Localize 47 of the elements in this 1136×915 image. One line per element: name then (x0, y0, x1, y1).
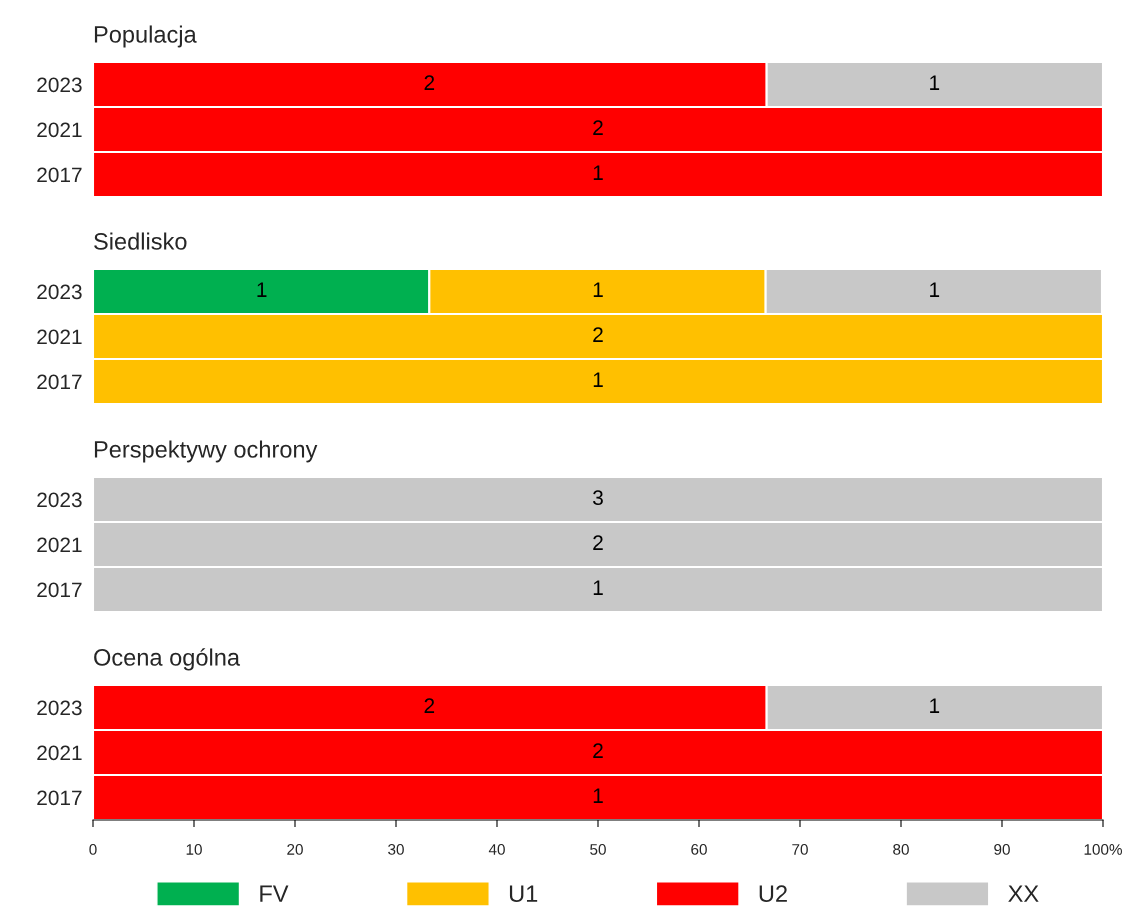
y-tick-label: 2021 (37, 122, 82, 138)
x-tick-label: 90 (994, 844, 1010, 855)
y-tick-label: 2017 (37, 582, 82, 598)
x-tick-label: 80 (893, 844, 909, 855)
x-tick-label: 40 (488, 844, 505, 855)
y-tick-label: 2023 (37, 492, 82, 508)
y-tick-label: 2023 (37, 700, 82, 716)
annotation: 1 (930, 698, 940, 713)
annotation: 3 (593, 490, 603, 506)
y-tick-label: 2021 (37, 745, 82, 761)
legend-label: U2 (759, 885, 787, 903)
y-tick-label: 2017 (37, 790, 82, 806)
x-tick-label: 20 (287, 844, 303, 855)
chart-title: Perspektywy ochrony (94, 440, 318, 463)
y-tick-label: 2017 (37, 167, 82, 183)
x-tick-label: 0 (89, 844, 97, 855)
x-tick-label: 30 (388, 844, 404, 855)
annotation: 2 (424, 75, 435, 90)
x-tick-label: 70 (792, 844, 808, 855)
chart-title: Populacja (94, 25, 197, 48)
annotation: 1 (593, 165, 603, 180)
annotation: 1 (593, 580, 603, 595)
legend-label: XX (1008, 885, 1039, 902)
annotation: 1 (930, 282, 940, 297)
x-tick-label: 10 (186, 844, 202, 855)
annotation: 1 (593, 788, 603, 803)
annotation: 1 (593, 282, 603, 297)
x-tick-label: 50 (590, 844, 606, 855)
y-tick-label: 2023 (37, 284, 82, 300)
x-tick-label: 60 (691, 844, 707, 855)
chart-title: Siedlisko (94, 232, 187, 250)
legend-label: FV (260, 885, 289, 902)
annotation: 2 (593, 120, 603, 135)
chart-title: Ocena ogólna (94, 648, 241, 671)
annotation: 2 (593, 535, 603, 550)
legend-label: U1 (509, 885, 538, 903)
annotation: 1 (593, 372, 603, 387)
annotation: 1 (257, 282, 267, 297)
annotation: 2 (424, 698, 435, 713)
y-tick-label: 2023 (37, 77, 82, 93)
y-tick-label: 2017 (37, 374, 82, 390)
y-tick-label: 2021 (37, 329, 82, 345)
x-tick-label: 100% (1084, 844, 1122, 855)
annotation: 1 (930, 75, 940, 90)
y-tick-label: 2021 (37, 537, 82, 553)
annotation: 2 (593, 327, 603, 342)
annotation: 2 (593, 743, 603, 758)
